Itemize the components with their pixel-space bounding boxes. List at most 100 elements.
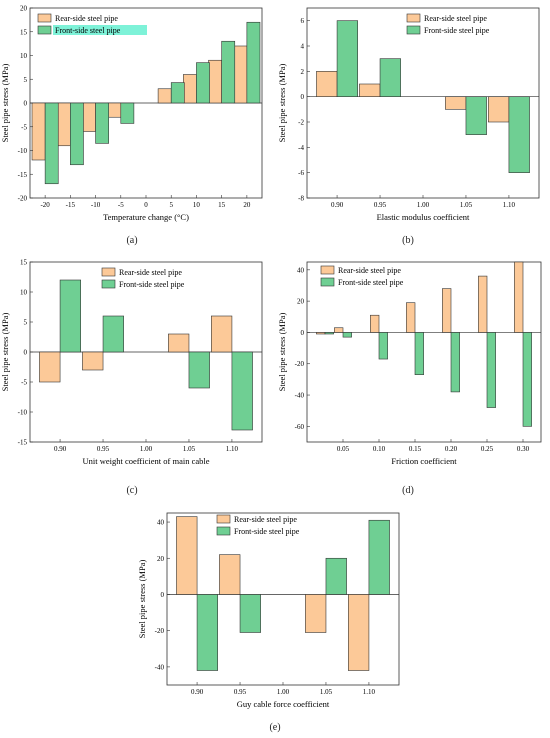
bar-rear-0.2	[442, 288, 452, 333]
legend-swatch-rear	[320, 265, 335, 275]
chart-panel-a: -20 -15 -10 -5 0 5 10 15 20 -20 -15 -10 -5 0 5 10 15 20 Te…	[0, 0, 275, 230]
x-tick-label: 1.05	[460, 201, 473, 209]
chart-panel-d: -60 -40 -20 0 20 40 0.05 0.10 0.15 0.20 0.25 0.30 Fr…	[275, 252, 550, 480]
legend-swatch-front	[101, 279, 116, 289]
bar-rear-0.90	[39, 351, 61, 383]
plot-frame	[306, 261, 542, 443]
chart-panel-b: -8 -6 -4 -2 0 2 4 6 0.90 0.95 1.00 1.05 1.10 Elastic …	[275, 0, 550, 230]
y-tick-label: -5	[21, 123, 27, 131]
panel-label-d: (d)	[402, 485, 414, 496]
chart-e-svg: -40 -20 0 20 40 0.90 0.95 1.00 1.05 1.10 Guy cable…	[137, 512, 400, 709]
x-tick-label: 1.00	[277, 688, 290, 696]
bar-front-0.90	[196, 594, 218, 671]
x-tick-label: 10	[193, 201, 201, 209]
y-tick-label: -40	[155, 663, 165, 671]
bar-front-0.95	[102, 315, 124, 353]
bar-front--20	[44, 102, 59, 185]
x-tick-label: -15	[66, 201, 76, 209]
x-tick-label: 1.10	[226, 445, 239, 453]
x-axis-title: Guy cable force coefficient	[237, 699, 330, 709]
bar-front-0.25	[486, 332, 496, 408]
bar-rear--5	[107, 102, 122, 118]
x-tick-label: 1.00	[140, 445, 153, 453]
bar-front-0.2	[450, 332, 460, 393]
bar-front-5	[170, 82, 185, 104]
y-tick-label: 20	[297, 298, 305, 306]
bar-front-0.025	[324, 332, 334, 335]
y-tick-label: 0	[301, 329, 305, 337]
bar-front-0.3	[522, 332, 532, 427]
legend-swatch-front	[406, 25, 421, 35]
y-tick-label: 10	[20, 289, 28, 297]
panel-label-e: (e)	[269, 722, 281, 733]
y-tick-label: -6	[298, 169, 304, 177]
x-tick-label: 1.10	[363, 688, 376, 696]
y-tick-label: 10	[20, 52, 28, 60]
legend-swatch-rear	[101, 267, 116, 277]
x-tick-label: -5	[118, 201, 124, 209]
y-tick-label: 20	[157, 555, 165, 563]
x-tick-label: 0	[144, 201, 148, 209]
y-tick-label: -8	[298, 195, 304, 203]
bar-rear-0.90	[176, 516, 198, 595]
bar-rear--15	[56, 102, 71, 147]
x-tick-label: 0.90	[331, 201, 344, 209]
y-tick-label: -5	[21, 379, 27, 387]
bar-front-1.10	[508, 96, 530, 173]
y-tick-label: 6	[301, 17, 305, 25]
legend-label-front: Front-side steel pipe	[338, 278, 404, 287]
bar-rear-1.05	[445, 96, 467, 110]
bar-rear-0.3	[514, 261, 524, 333]
bar-rear-0.25	[478, 275, 488, 333]
bar-front-10	[196, 62, 210, 104]
legend-label-rear: Rear-side steel pipe	[119, 268, 182, 277]
bar-front-0.05	[342, 332, 352, 338]
bar-rear-0.025	[316, 332, 326, 335]
x-tick-label: 20	[243, 201, 251, 209]
legend-label-front: Front-side steel pipe	[55, 26, 121, 35]
bar-rear--20	[31, 102, 46, 161]
bar-rear-1.10	[488, 96, 510, 123]
bar-front-0.95	[239, 594, 261, 633]
y-tick-label: -20	[155, 627, 165, 635]
x-tick-label: 0.90	[191, 688, 204, 696]
chart-panel-c: -15 -10 -5 0 5 10 15 0.90 0.95 1.00 1.05 1.10 Unit w…	[0, 252, 275, 480]
y-tick-label: 0	[301, 93, 305, 101]
bar-rear-0.95	[219, 554, 241, 595]
bar-front-1.05	[465, 96, 487, 135]
legend-label-front: Front-side steel pipe	[424, 26, 490, 35]
x-tick-label: 0.90	[54, 445, 67, 453]
y-tick-label: -20	[295, 360, 305, 368]
x-axis-title: Friction coefficient	[391, 456, 457, 466]
legend-label-front: Front-side steel pipe	[234, 527, 300, 536]
bar-front-1.10	[368, 519, 390, 595]
x-tick-label: 15	[218, 201, 226, 209]
bar-rear-10	[183, 74, 197, 104]
legend-swatch-front	[37, 25, 52, 35]
x-axis-title: Temperature change (°C)	[103, 212, 189, 222]
bar-front-1.05	[325, 557, 347, 595]
y-tick-label: 4	[301, 43, 305, 51]
y-tick-label: 0	[24, 349, 28, 357]
legend-swatch-rear	[37, 13, 52, 23]
bar-front-1.05	[188, 351, 210, 389]
x-tick-label: -20	[40, 201, 50, 209]
y-tick-label: 15	[20, 28, 28, 36]
panel-label-b: (b)	[402, 235, 414, 246]
x-tick-label: 1.00	[417, 201, 430, 209]
bar-rear-0.15	[406, 302, 416, 333]
y-tick-label: 5	[24, 319, 28, 327]
x-tick-label: 0.10	[373, 445, 386, 453]
x-tick-label: 0.95	[234, 688, 247, 696]
bar-front-1.10	[231, 351, 253, 431]
bar-rear--10	[82, 102, 96, 132]
chart-c-svg: -15 -10 -5 0 5 10 15 0.90 0.95 1.00 1.05 1.10 Unit w…	[0, 259, 263, 466]
y-tick-label: 40	[297, 266, 305, 274]
y-tick-label: 2	[301, 68, 305, 76]
y-tick-label: 5	[24, 76, 28, 84]
bar-front-20	[246, 21, 261, 104]
legend-swatch-front	[216, 526, 231, 536]
x-tick-label: 1.05	[183, 445, 196, 453]
y-tick-label: -15	[18, 171, 28, 179]
bar-rear-5	[157, 88, 172, 104]
